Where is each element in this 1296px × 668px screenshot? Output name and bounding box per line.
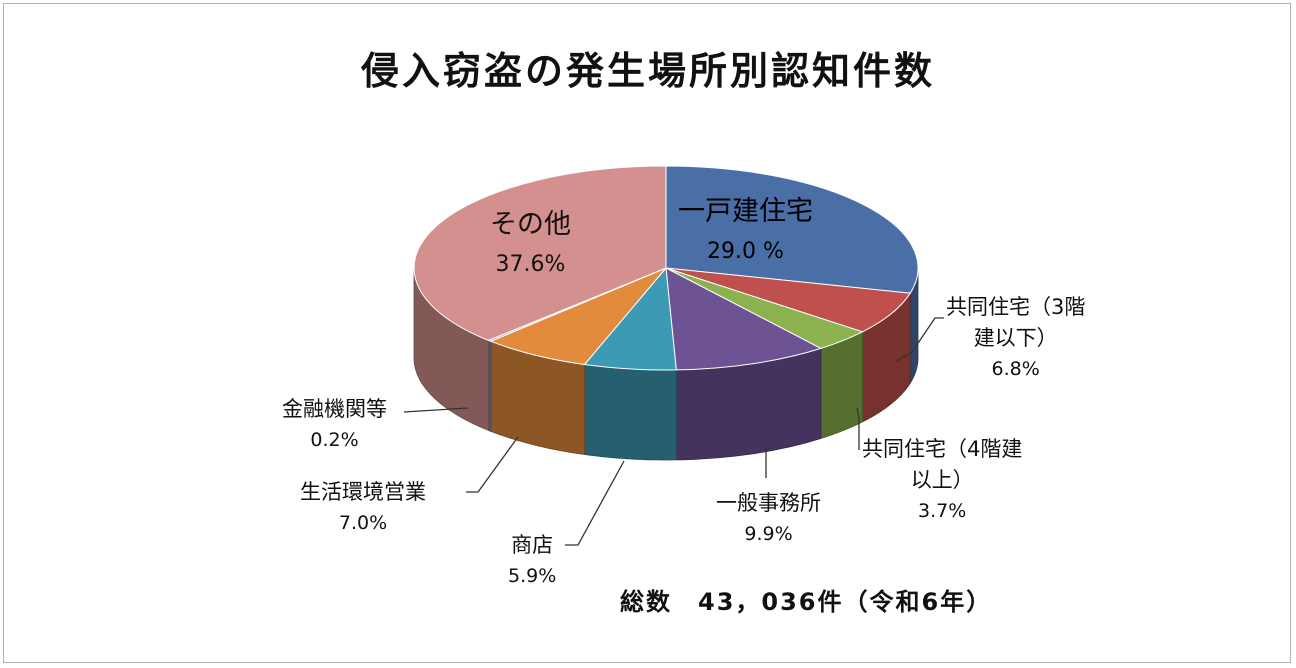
label-seikatsu: 生活環境営業 7.0% bbox=[300, 477, 426, 539]
pie-slice-0 bbox=[665, 165, 919, 294]
label-kyodo4-line2: 以上） bbox=[910, 468, 974, 492]
label-jimusho-pct: 9.9% bbox=[744, 523, 793, 545]
label-kyodo3-line1: 共同住宅（3階 bbox=[946, 295, 1086, 319]
label-shoten-name: 商店 bbox=[511, 533, 554, 557]
pie-side-2 bbox=[820, 331, 863, 439]
total-count: 総数 43，036件（令和6年） bbox=[620, 588, 993, 616]
label-shoten-pct: 5.9% bbox=[508, 565, 557, 587]
leader-line-kinyu bbox=[403, 407, 469, 413]
label-kyodo3-line2: 建以下） bbox=[973, 326, 1058, 350]
pie-slice-7 bbox=[413, 165, 667, 341]
label-kinyu-pct: 0.2% bbox=[310, 429, 359, 451]
label-seikatsu-name: 生活環境営業 bbox=[300, 480, 426, 504]
label-shoten: 商店 5.9% bbox=[508, 530, 556, 592]
label-sonota-name: その他 bbox=[490, 209, 571, 240]
label-kyodo4: 共同住宅（4階建 以上） 3.7% bbox=[862, 434, 1022, 527]
label-kyodo3: 共同住宅（3階 建以下） 6.8% bbox=[946, 292, 1085, 385]
pie-slice-1 bbox=[665, 267, 912, 333]
label-ikko-pct: 29.0 % bbox=[707, 239, 784, 264]
label-seikatsu-pct: 7.0% bbox=[338, 512, 388, 534]
label-ikko-name: 一戸建住宅 bbox=[678, 196, 813, 227]
leader-line-shoten bbox=[565, 460, 625, 546]
pie-tops bbox=[413, 165, 919, 371]
pie-slice-5 bbox=[489, 267, 667, 366]
chart-title: 侵入窃盗の発生場所別認知件数 bbox=[360, 49, 935, 93]
label-sonota: その他 37.6% bbox=[490, 205, 571, 285]
label-sonota-pct: 37.6% bbox=[495, 252, 566, 277]
label-kinyu-name: 金融機関等 bbox=[282, 397, 387, 421]
label-jimusho-name: 一般事務所 bbox=[716, 491, 821, 515]
label-kyodo3-pct: 6.8% bbox=[991, 358, 1040, 380]
label-kyodo4-line1: 共同住宅（4階建 bbox=[862, 437, 1023, 461]
chart-frame bbox=[3, 3, 1291, 663]
leader-line-kyodo4 bbox=[856, 407, 860, 450]
label-ikko: 一戸建住宅 29.0 % bbox=[678, 192, 813, 272]
label-jimusho: 一般事務所 9.9% bbox=[716, 488, 821, 550]
pie-slice-3 bbox=[665, 267, 823, 371]
leader-lines bbox=[403, 317, 944, 546]
pie-side-4 bbox=[584, 364, 677, 461]
label-kinyu: 金融機関等 0.2% bbox=[282, 394, 387, 456]
leader-line-seikatsu bbox=[466, 436, 519, 493]
leader-line-kyodo3 bbox=[894, 317, 944, 363]
label-kyodo4-pct: 3.7% bbox=[918, 500, 967, 522]
pie-sides bbox=[413, 267, 919, 461]
